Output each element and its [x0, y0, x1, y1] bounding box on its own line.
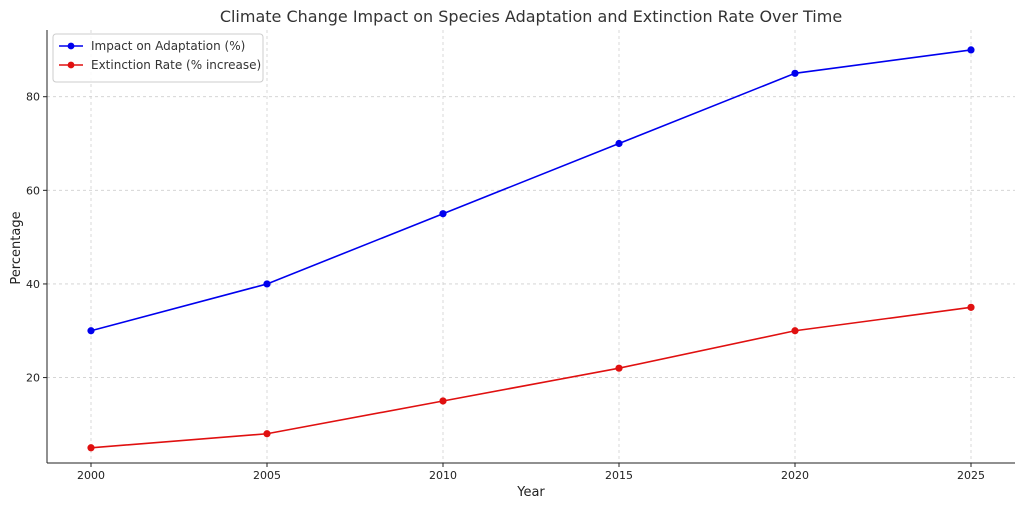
- series-line-2: [90, 306, 972, 449]
- legend-swatch-marker: [67, 42, 75, 50]
- series-2-point: [263, 430, 271, 438]
- x-tick-label: 2025: [957, 469, 985, 482]
- series-line-1: [90, 49, 972, 332]
- y-axis-label: Percentage: [9, 211, 24, 284]
- series-2-point: [439, 397, 447, 405]
- series-1-point: [791, 69, 799, 77]
- axes: 2000 2005 2010 2015 2020 2025 20 40 60 80: [26, 30, 1015, 482]
- grid: [47, 30, 1015, 463]
- x-tick-label: 2005: [253, 469, 281, 482]
- x-tick-label: 2015: [605, 469, 633, 482]
- legend: Impact on Adaptation (%) Extinction Rate …: [52, 33, 264, 83]
- x-axis-label: Year: [516, 485, 545, 500]
- y-tick-label: 20: [26, 372, 40, 385]
- legend-label: Impact on Adaptation (%): [91, 39, 245, 53]
- x-tick-label: 2020: [781, 469, 809, 482]
- series-1-point: [439, 210, 447, 218]
- legend-swatch-marker: [67, 61, 75, 69]
- y-tick-label: 40: [26, 278, 40, 291]
- series-2-point: [87, 444, 95, 452]
- x-tick-label: 2010: [429, 469, 457, 482]
- y-tick-label: 80: [26, 91, 40, 104]
- series-2-point: [967, 303, 975, 311]
- series-2-point: [615, 364, 623, 372]
- legend-box: [52, 33, 264, 83]
- series-1-point: [967, 46, 975, 54]
- chart-title: Climate Change Impact on Species Adaptat…: [220, 7, 842, 26]
- y-tick-label: 60: [26, 184, 40, 197]
- x-tick-label: 2000: [77, 469, 105, 482]
- series-2-point: [791, 327, 799, 335]
- legend-label: Extinction Rate (% increase): [91, 58, 261, 72]
- series-1-point: [263, 280, 271, 288]
- series-layer: [87, 46, 975, 452]
- series-1-point: [615, 139, 623, 148]
- series-1-point: [87, 327, 95, 335]
